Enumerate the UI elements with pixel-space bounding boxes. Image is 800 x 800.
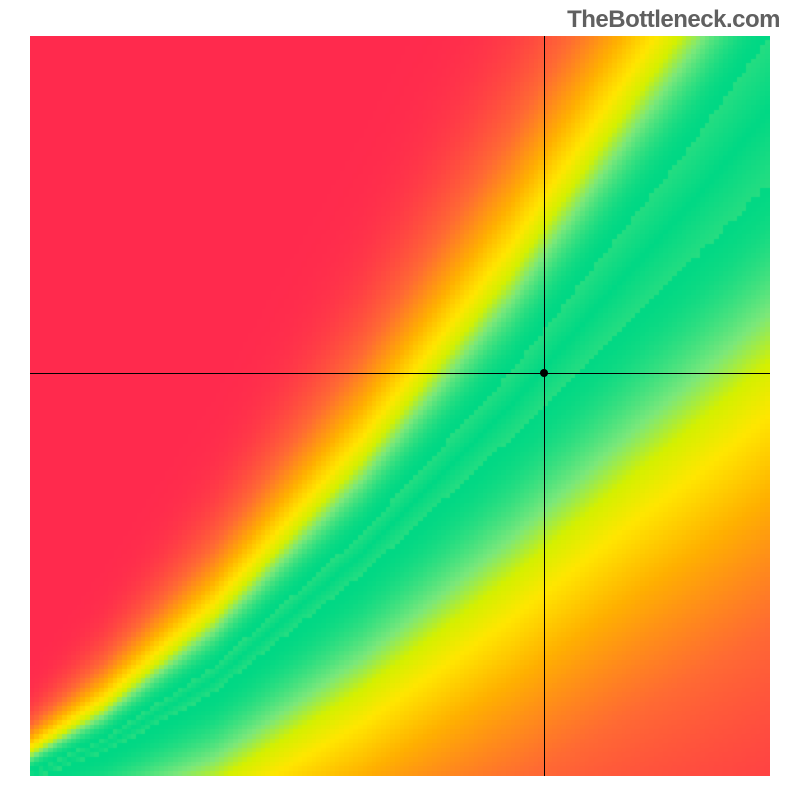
crosshair-vertical bbox=[544, 36, 545, 776]
bottleneck-heatmap bbox=[30, 36, 770, 776]
crosshair-point bbox=[540, 369, 548, 377]
watermark-text: TheBottleneck.com bbox=[567, 6, 780, 34]
crosshair-horizontal bbox=[30, 373, 770, 374]
